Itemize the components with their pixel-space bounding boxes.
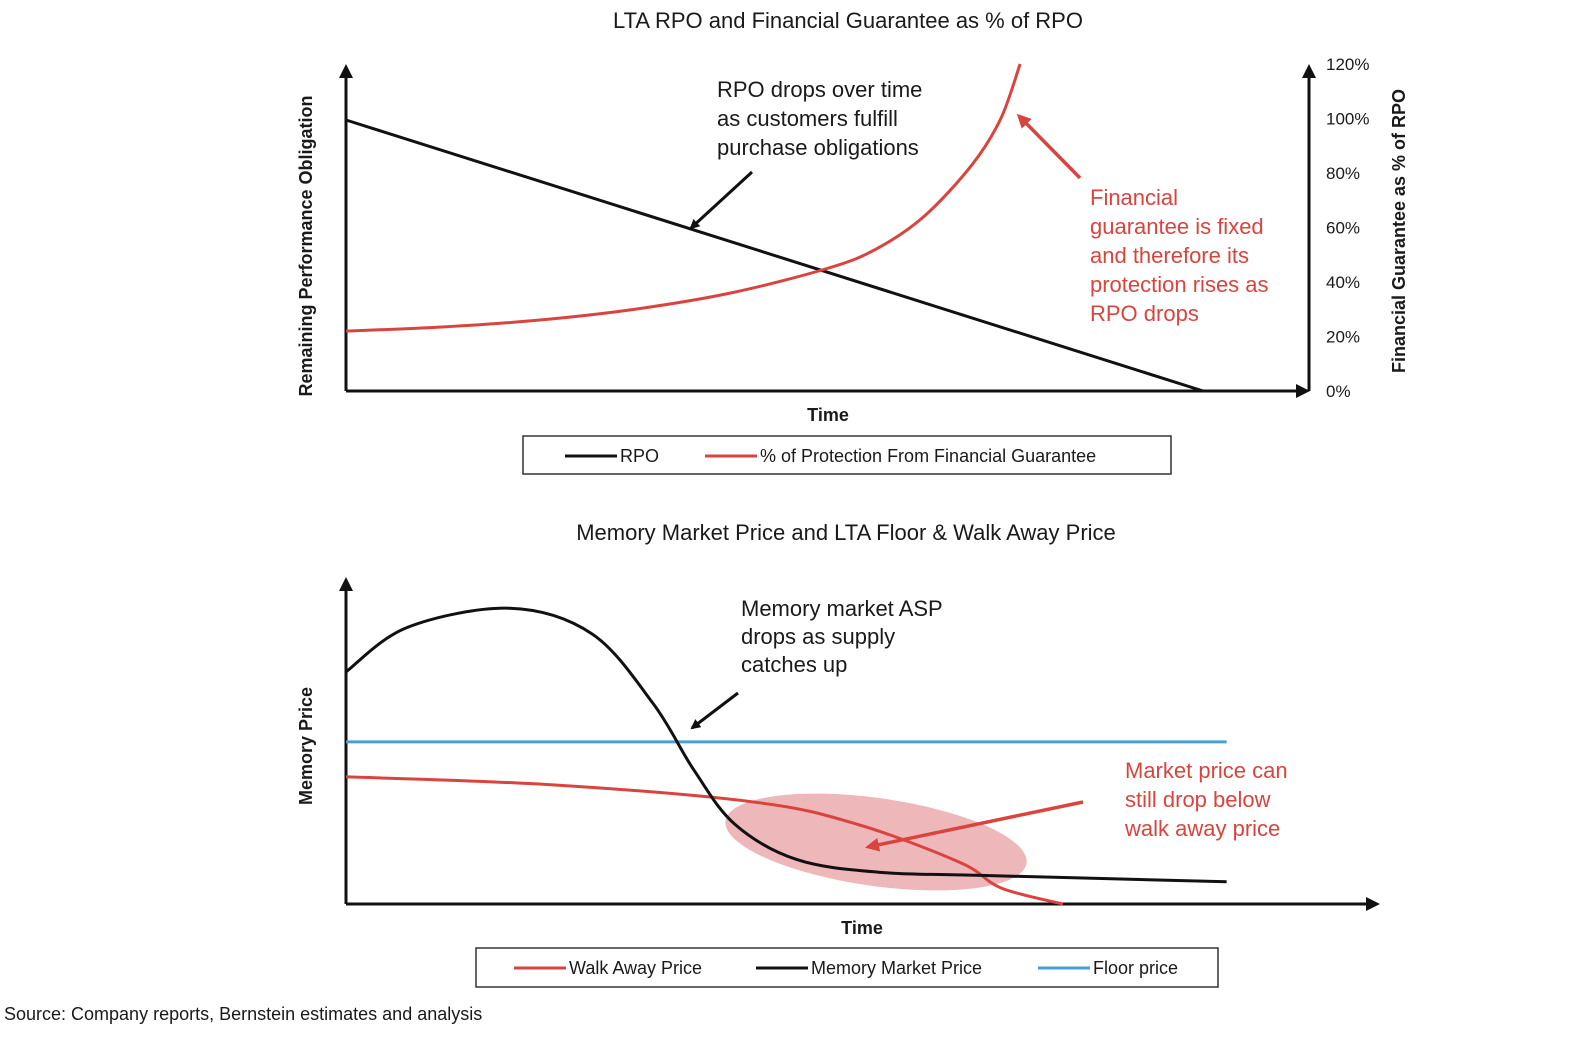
annotation-line: purchase obligations — [717, 135, 919, 160]
annotation-line: Market price can — [1125, 758, 1288, 783]
chart-1-left-y-label: Remaining Performance Obligation — [296, 95, 316, 396]
annotation-line: RPO drops — [1090, 301, 1199, 326]
chart-2-title: Memory Market Price and LTA Floor & Walk… — [576, 520, 1116, 545]
right-axis-tick-label: 80% — [1326, 164, 1360, 183]
right-axis-tick-label: 20% — [1326, 328, 1360, 347]
chart-1-annotation-guarantee-arrow — [1016, 113, 1082, 180]
chart-1-right-ticks: 0% 20% 40% 60% 80% 100% 120% — [1326, 55, 1369, 401]
chart-1-title: LTA RPO and Financial Guarantee as % of … — [613, 8, 1083, 33]
chart-2-x-label: Time — [841, 918, 883, 938]
annotation-line: RPO drops over time — [717, 77, 922, 102]
chart-1-series-rpo-line — [345, 118, 1204, 393]
right-axis-tick-label: 60% — [1326, 219, 1360, 238]
chart-1-x-label: Time — [807, 405, 849, 425]
chart-2-y-axis-arrow — [339, 577, 353, 591]
chart-1: LTA RPO and Financial Guarantee as % of … — [296, 8, 1409, 475]
annotation-line: catches up — [741, 652, 847, 677]
legend-label-protection: % of Protection From Financial Guarantee — [760, 446, 1096, 466]
chart-2-y-label: Memory Price — [296, 687, 316, 805]
chart-2-x-axis-arrow — [1366, 897, 1380, 911]
legend-label-walk-away-price: Walk Away Price — [569, 958, 702, 978]
legend-label-rpo: RPO — [620, 446, 659, 466]
chart-2-legend — [475, 947, 1219, 988]
chart-2-series-walk-away-price-line — [345, 775, 1064, 906]
annotation-line: and therefore its — [1090, 243, 1249, 268]
chart-2-annotation-asp-arrow — [690, 691, 739, 730]
annotation-line: protection rises as — [1090, 272, 1269, 297]
chart-1-left-axis-arrow — [339, 64, 353, 78]
right-axis-tick-label: 40% — [1326, 273, 1360, 292]
chart-2-annotation-market-price: Market price can still drop below walk a… — [1124, 758, 1294, 841]
chart-2-series-memory-market-price-line — [345, 606, 1227, 884]
annotation-line: Memory market ASP — [741, 596, 942, 621]
legend-label-memory-market-price: Memory Market Price — [811, 958, 982, 978]
chart-2-annotation-market-price-arrow — [865, 800, 1084, 852]
chart-1-right-axis-arrow — [1302, 64, 1316, 78]
annotation-line: still drop below — [1125, 787, 1271, 812]
chart-2-highlight-region — [725, 793, 1027, 891]
chart-1-x-axis-arrow — [1296, 384, 1310, 398]
right-axis-tick-label: 100% — [1326, 110, 1369, 129]
chart-1-annotation-guarantee: Financial guarantee is fixed and therefo… — [1090, 185, 1275, 326]
annotation-line: Financial — [1090, 185, 1178, 210]
source-note: Source: Company reports, Bernstein estim… — [4, 1004, 483, 1024]
annotation-line: as customers fulfill — [717, 106, 898, 131]
chart-1-right-y-label: Financial Guarantee as % of RPO — [1389, 89, 1409, 373]
chart-2: Memory Market Price and LTA Floor & Walk… — [296, 520, 1380, 988]
annotation-line: walk away price — [1124, 816, 1280, 841]
chart-2-annotation-asp: Memory market ASP drops as supply catche… — [741, 596, 948, 677]
chart-1-annotation-rpo: RPO drops over time as customers fulfill… — [717, 77, 929, 160]
chart-1-legend — [522, 435, 1172, 475]
right-axis-tick-label: 120% — [1326, 55, 1369, 74]
right-axis-tick-label: 0% — [1326, 382, 1351, 401]
chart-1-annotation-rpo-arrow — [689, 170, 754, 230]
chart-1-series-protection-line — [345, 63, 1022, 333]
annotation-line: drops as supply — [741, 624, 895, 649]
annotation-line: guarantee is fixed — [1090, 214, 1264, 239]
legend-label-floor-price: Floor price — [1093, 958, 1178, 978]
